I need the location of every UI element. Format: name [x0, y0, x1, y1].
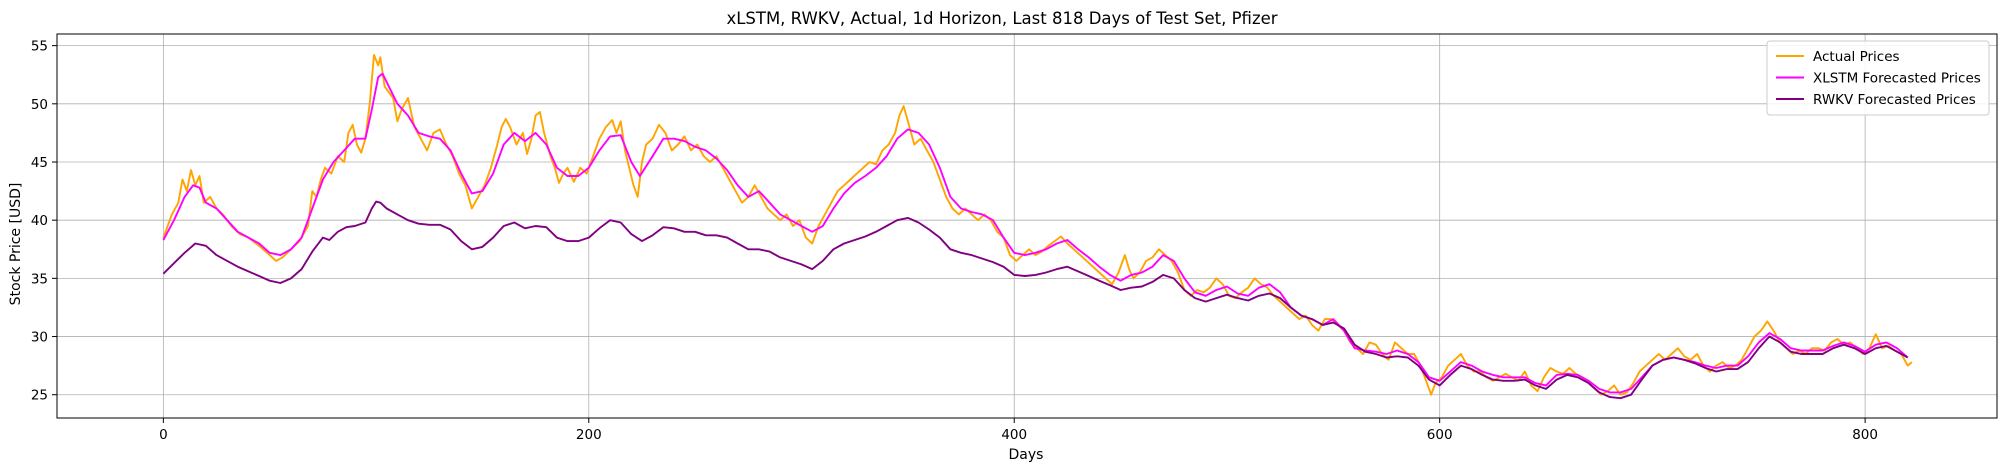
legend-box — [1766, 40, 1990, 116]
x-tick-label: 600 — [1427, 427, 1453, 443]
y-tick-label: 35 — [31, 271, 48, 287]
x-tick-label: 0 — [159, 427, 168, 443]
chart-title: xLSTM, RWKV, Actual, 1d Horizon, Last 81… — [726, 9, 1277, 28]
legend: Actual Prices XLSTM Forecasted Prices RWKV… — [1766, 40, 1990, 116]
x-axis: 0 200 400 600 800 — [159, 418, 1878, 443]
y-axis-label: Stock Price [USD] — [8, 183, 24, 306]
legend-entry: Actual Prices — [1813, 49, 1900, 65]
legend-entry: XLSTM Forecasted Prices — [1813, 71, 1981, 87]
grid — [57, 34, 1997, 418]
y-tick-label: 30 — [31, 330, 48, 346]
legend-entry: RWKV Forecasted Prices — [1813, 92, 1976, 108]
x-tick-label: 200 — [576, 427, 602, 443]
y-tick-label: 25 — [31, 388, 48, 404]
plot-frame — [56, 33, 1998, 419]
series-line-xlstm-forecasted-prices — [162, 72, 1909, 394]
x-tick-label: 800 — [1852, 427, 1878, 443]
series-layer — [162, 53, 1913, 400]
series-line-rwkv-forecasted-prices — [162, 200, 1909, 400]
y-tick-label: 55 — [31, 39, 48, 55]
y-tick-label: 45 — [31, 155, 48, 171]
y-tick-label: 40 — [31, 213, 48, 229]
y-tick-label: 50 — [31, 97, 48, 113]
y-axis: 25 30 35 40 45 50 55 — [31, 39, 57, 404]
x-axis-label: Days — [1009, 447, 1044, 463]
x-tick-label: 400 — [1001, 427, 1027, 443]
